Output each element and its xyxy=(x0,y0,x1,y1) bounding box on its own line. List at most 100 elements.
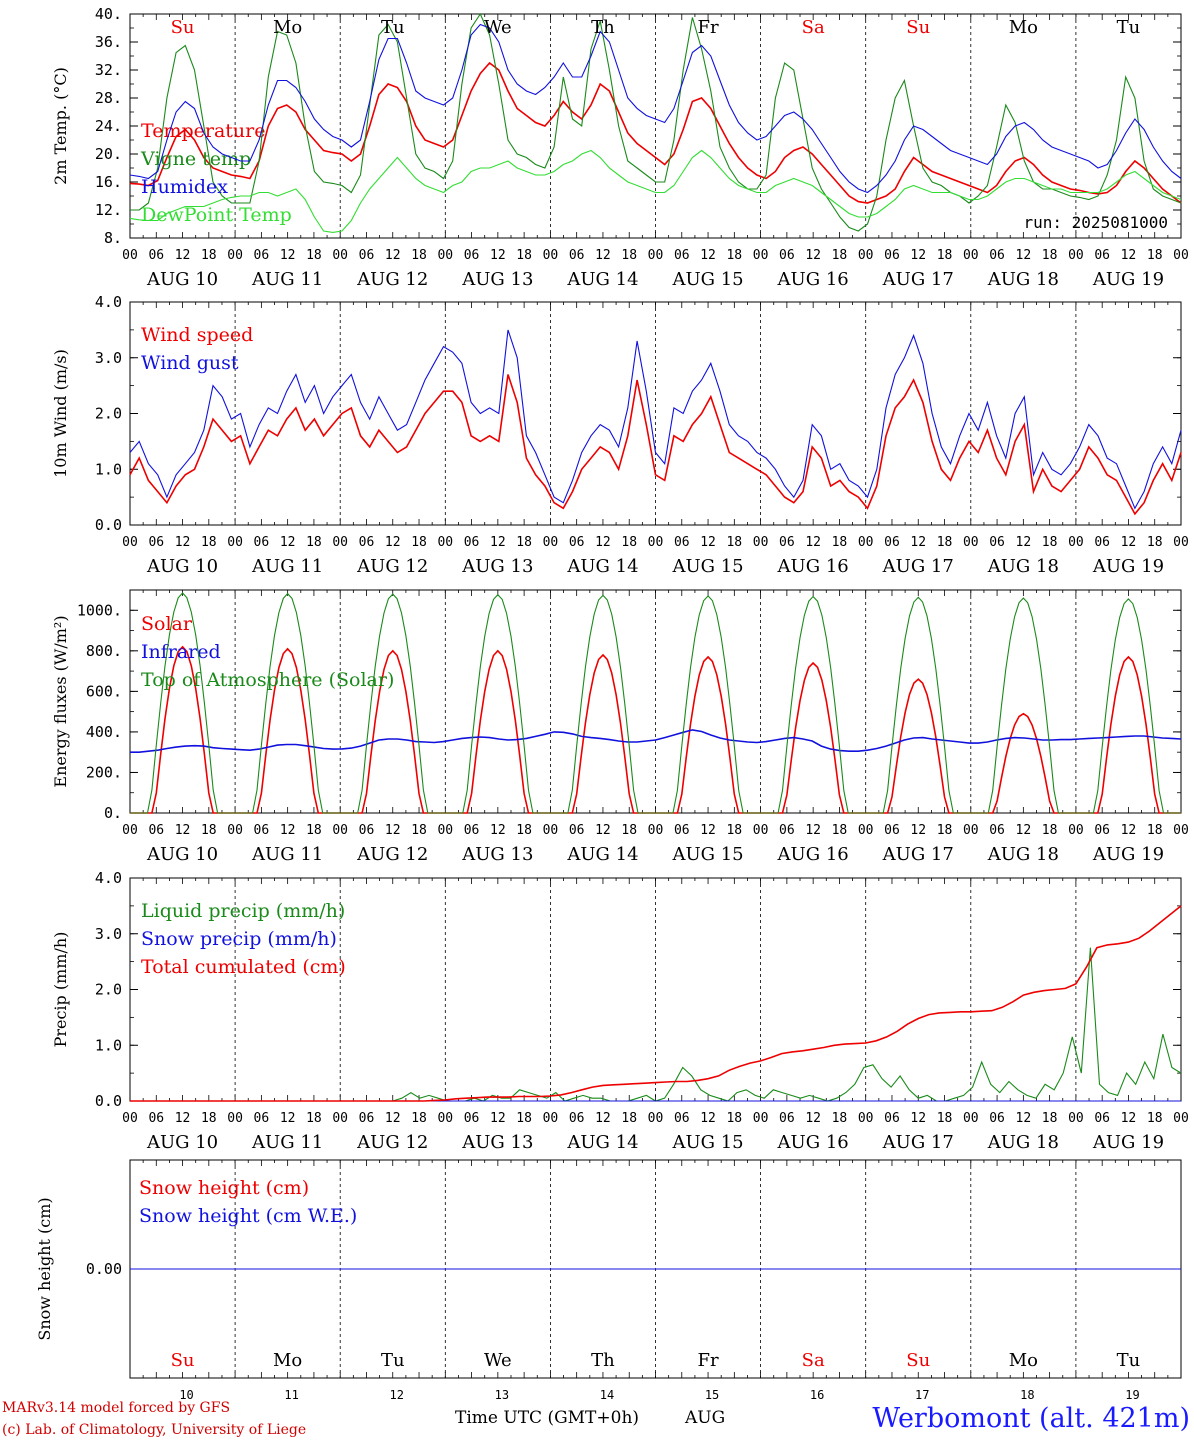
x-hour-label: 00 xyxy=(1068,535,1084,550)
x-hour-label: 06 xyxy=(569,823,585,838)
series-line-wind-gust xyxy=(129,329,1182,510)
x-hour-label: 18 xyxy=(306,1111,322,1126)
x-hour-label: 12 xyxy=(280,535,296,550)
x-hour-label: 12 xyxy=(280,248,296,263)
x-date-label: AUG 17 xyxy=(882,269,954,290)
x-hour-label: 06 xyxy=(359,823,375,838)
x-hour-label: 00 xyxy=(648,823,664,838)
x-hour-label: 12 xyxy=(805,823,821,838)
x-date-label: AUG 17 xyxy=(882,844,954,865)
legend-entry: Snow height (cm W.E.) xyxy=(139,1205,357,1227)
x-date-label: AUG 13 xyxy=(461,844,533,865)
x-hour-label: 00 xyxy=(1068,823,1084,838)
x-hour-label: 00 xyxy=(963,248,979,263)
x-hour-label: 18 xyxy=(201,535,217,550)
x-hour-label: 06 xyxy=(464,535,480,550)
y-tick-label: 1.0 xyxy=(95,1036,122,1054)
x-hour-label: 06 xyxy=(254,823,270,838)
x-hour-label: 00 xyxy=(858,823,874,838)
x-hour-label: 00 xyxy=(227,248,243,263)
x-hour-label: 18 xyxy=(201,823,217,838)
x-hour-label: 00 xyxy=(963,823,979,838)
x-date-label: AUG 10 xyxy=(146,269,218,290)
x-hour-label: 06 xyxy=(989,823,1005,838)
x-hour-label: 12 xyxy=(280,823,296,838)
x-hour-label: 12 xyxy=(1121,823,1137,838)
x-hour-label: 06 xyxy=(569,248,585,263)
x-hour-label: 12 xyxy=(385,248,401,263)
y-tick-label: 0. xyxy=(104,804,122,822)
y-axis-label: Precip (mm/h) xyxy=(51,932,70,1048)
day-of-week-label: Fr xyxy=(698,17,719,38)
x-date-label: AUG 19 xyxy=(1092,269,1164,290)
x-hour-label: 12 xyxy=(910,248,926,263)
series-line-total-cumulated-cm- xyxy=(130,905,1182,1102)
x-hour-label: 12 xyxy=(1016,1111,1032,1126)
x-hour-label: 18 xyxy=(411,1111,427,1126)
x-hour-label: 18 xyxy=(726,535,742,550)
day-of-week-label: Tu xyxy=(381,1350,405,1371)
x-hour-label: 00 xyxy=(858,1111,874,1126)
x-hour-label: 06 xyxy=(464,1111,480,1126)
day-of-week-label: Fr xyxy=(698,1350,719,1371)
x-hour-label: 18 xyxy=(1042,1111,1058,1126)
legend-entry: Infrared xyxy=(141,641,221,663)
x-date-label: AUG 13 xyxy=(461,269,533,290)
x-hour-label: 00 xyxy=(332,823,348,838)
x-hour-label: 18 xyxy=(726,823,742,838)
y-tick-label: 4.0 xyxy=(95,293,122,311)
y-tick-label: 16. xyxy=(95,173,122,191)
x-date-label: AUG 11 xyxy=(251,556,323,577)
x-hour-label: 00 xyxy=(1068,1111,1084,1126)
x-hour-label: 12 xyxy=(805,1111,821,1126)
legend-entry: Wind gust xyxy=(141,352,239,374)
x-date-label: AUG 19 xyxy=(1092,1132,1164,1153)
x-hour-label: 18 xyxy=(201,248,217,263)
x-hour-label: 12 xyxy=(1121,248,1137,263)
x-date-label: AUG 15 xyxy=(671,844,743,865)
series-line-dewpoint-temp xyxy=(129,149,1182,233)
x-hour-label: 18 xyxy=(937,248,953,263)
x-hour-label: 12 xyxy=(1016,248,1032,263)
x-hour-label: 00 xyxy=(1173,248,1189,263)
x-hour-label: 18 xyxy=(937,535,953,550)
x-hour-label: 06 xyxy=(674,535,690,550)
x-hour-label: 12 xyxy=(490,248,506,263)
x-hour-label: 06 xyxy=(254,248,270,263)
x-hour-label: 06 xyxy=(1094,823,1110,838)
legend-entry: Humidex xyxy=(141,176,228,198)
x-hour-label: 06 xyxy=(989,1111,1005,1126)
x-hour-label: 06 xyxy=(779,535,795,550)
legend-entry: Top of Atmosphere (Solar) xyxy=(141,669,394,691)
x-hour-label: 18 xyxy=(411,823,427,838)
x-hour-label: 06 xyxy=(569,1111,585,1126)
y-axis-label: Snow height (cm) xyxy=(35,1197,54,1340)
x-date-label: AUG 10 xyxy=(146,844,218,865)
y-tick-label: 0.0 xyxy=(95,516,122,534)
x-date-label: AUG 11 xyxy=(251,844,323,865)
x-day-number: 15 xyxy=(705,1388,719,1402)
x-date-label: AUG 15 xyxy=(671,269,743,290)
x-date-label: AUG 19 xyxy=(1092,556,1164,577)
y-tick-label: 200. xyxy=(86,763,122,781)
x-hour-label: 06 xyxy=(884,535,900,550)
x-day-number: 11 xyxy=(284,1388,298,1402)
x-hour-label: 06 xyxy=(464,248,480,263)
legend-entry: Snow height (cm) xyxy=(139,1177,309,1199)
x-hour-label: 18 xyxy=(832,823,848,838)
x-hour-label: 00 xyxy=(1173,1111,1189,1126)
y-axis-label: 2m Temp. (°C) xyxy=(51,67,70,185)
x-axis-title: Time UTC (GMT+0h) xyxy=(455,1408,639,1428)
y-tick-label: 12. xyxy=(95,201,122,219)
x-hour-label: 06 xyxy=(674,248,690,263)
x-hour-label: 12 xyxy=(595,248,611,263)
day-of-week-label: Su xyxy=(171,17,195,38)
x-hour-label: 18 xyxy=(832,248,848,263)
x-hour-label: 00 xyxy=(122,1111,138,1126)
x-hour-label: 00 xyxy=(753,823,769,838)
x-date-label: AUG 12 xyxy=(356,1132,428,1153)
series-line-humidex xyxy=(129,23,1182,194)
x-hour-label: 12 xyxy=(175,248,191,263)
panel-4: 0.00 Snow height (cm) 10 11 12 13 14 15 16 17 18 19… xyxy=(35,1159,1182,1402)
x-hour-label: 18 xyxy=(306,823,322,838)
